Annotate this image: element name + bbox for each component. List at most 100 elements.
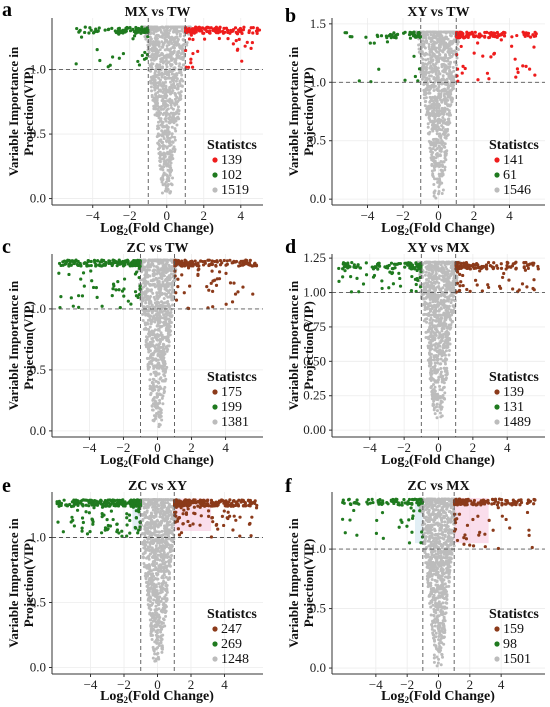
point-down bbox=[140, 30, 144, 35]
point-ns bbox=[173, 112, 177, 116]
point-ns bbox=[178, 34, 182, 38]
point-ns bbox=[430, 264, 434, 268]
point-ns bbox=[426, 57, 430, 61]
point-ns bbox=[150, 28, 154, 32]
point-up bbox=[520, 282, 525, 286]
point-down bbox=[392, 31, 396, 35]
point-ns bbox=[433, 396, 437, 400]
point-up bbox=[224, 26, 229, 30]
point-ns bbox=[144, 292, 148, 296]
point-ns bbox=[434, 71, 438, 75]
point-up bbox=[210, 259, 214, 263]
point-ns bbox=[432, 143, 436, 147]
point-ns bbox=[426, 346, 430, 350]
point-ns bbox=[155, 265, 159, 269]
point-ns bbox=[439, 260, 443, 264]
point-down bbox=[377, 67, 381, 71]
point-ns bbox=[143, 258, 147, 262]
point-ns bbox=[154, 25, 158, 29]
point-ns bbox=[157, 54, 161, 58]
point-ns bbox=[432, 182, 436, 186]
point-ns bbox=[165, 65, 169, 69]
point-up bbox=[202, 37, 207, 41]
point-ns bbox=[432, 343, 436, 347]
point-ns bbox=[436, 55, 440, 59]
point-down bbox=[137, 28, 141, 32]
point-ns bbox=[162, 353, 166, 357]
point-ns bbox=[156, 127, 160, 131]
point-up bbox=[461, 283, 465, 288]
point-up bbox=[211, 279, 215, 283]
point-ns bbox=[430, 163, 434, 167]
point-up bbox=[234, 259, 239, 264]
point-down bbox=[372, 41, 376, 45]
point-ns bbox=[428, 47, 432, 51]
point-ns bbox=[433, 119, 437, 123]
point-down bbox=[103, 28, 107, 32]
point-up bbox=[243, 44, 247, 48]
point-ns bbox=[448, 33, 452, 37]
point-ns bbox=[165, 90, 169, 94]
point-up bbox=[176, 285, 180, 289]
point-up bbox=[467, 263, 471, 267]
point-ns bbox=[447, 353, 451, 357]
point-ns bbox=[444, 332, 448, 336]
point-ns bbox=[433, 67, 437, 71]
point-ns bbox=[439, 92, 443, 96]
point-ns bbox=[175, 73, 179, 77]
point-ns bbox=[451, 320, 455, 324]
point-ns bbox=[425, 320, 429, 324]
point-ns bbox=[440, 142, 444, 146]
legend-marker bbox=[212, 187, 218, 193]
point-up bbox=[197, 29, 202, 33]
point-ns bbox=[431, 30, 435, 34]
x-axis-label: Log2(Fold Change) bbox=[100, 453, 214, 469]
point-ns bbox=[443, 106, 447, 110]
point-down bbox=[410, 274, 414, 279]
point-ns bbox=[172, 73, 176, 77]
point-ns bbox=[158, 78, 162, 82]
point-ns bbox=[159, 29, 163, 33]
point-ns bbox=[156, 301, 160, 305]
point-ns bbox=[433, 148, 437, 152]
point-ns bbox=[141, 312, 145, 316]
point-ns bbox=[442, 145, 446, 149]
point-ns bbox=[167, 164, 171, 168]
point-ns bbox=[446, 117, 450, 121]
y-axis-label-line2: Projection(VIP) bbox=[21, 301, 36, 390]
point-down bbox=[361, 282, 366, 286]
point-ns bbox=[178, 81, 182, 85]
point-up bbox=[206, 258, 210, 262]
point-down bbox=[91, 31, 96, 35]
x-tick-label: 0 bbox=[435, 208, 442, 223]
point-ns bbox=[164, 317, 168, 321]
point-ns bbox=[170, 132, 174, 136]
point-ns bbox=[444, 349, 448, 353]
point-ns bbox=[173, 86, 177, 90]
point-ns bbox=[429, 150, 433, 154]
point-ns bbox=[439, 263, 443, 267]
y-tick-label: 0.5 bbox=[30, 362, 46, 377]
point-ns bbox=[430, 55, 434, 59]
point-ns bbox=[429, 156, 433, 160]
point-ns bbox=[173, 127, 177, 131]
point-ns bbox=[423, 40, 427, 44]
point-ns bbox=[436, 357, 440, 361]
point-ns bbox=[147, 365, 151, 369]
point-ns bbox=[160, 59, 164, 63]
x-axis-label-rest: (Fold Change) bbox=[409, 453, 495, 468]
point-ns bbox=[421, 61, 425, 65]
point-ns bbox=[445, 340, 449, 344]
point-down bbox=[358, 266, 362, 270]
point-ns bbox=[162, 94, 166, 98]
point-up bbox=[211, 305, 215, 309]
point-ns bbox=[424, 58, 428, 62]
point-up bbox=[214, 31, 219, 35]
point-ns bbox=[167, 295, 171, 299]
y-tick-label: 0.0 bbox=[310, 191, 326, 206]
point-ns bbox=[441, 50, 445, 54]
point-up bbox=[199, 259, 203, 263]
point-down bbox=[117, 288, 121, 292]
point-up bbox=[248, 258, 252, 262]
